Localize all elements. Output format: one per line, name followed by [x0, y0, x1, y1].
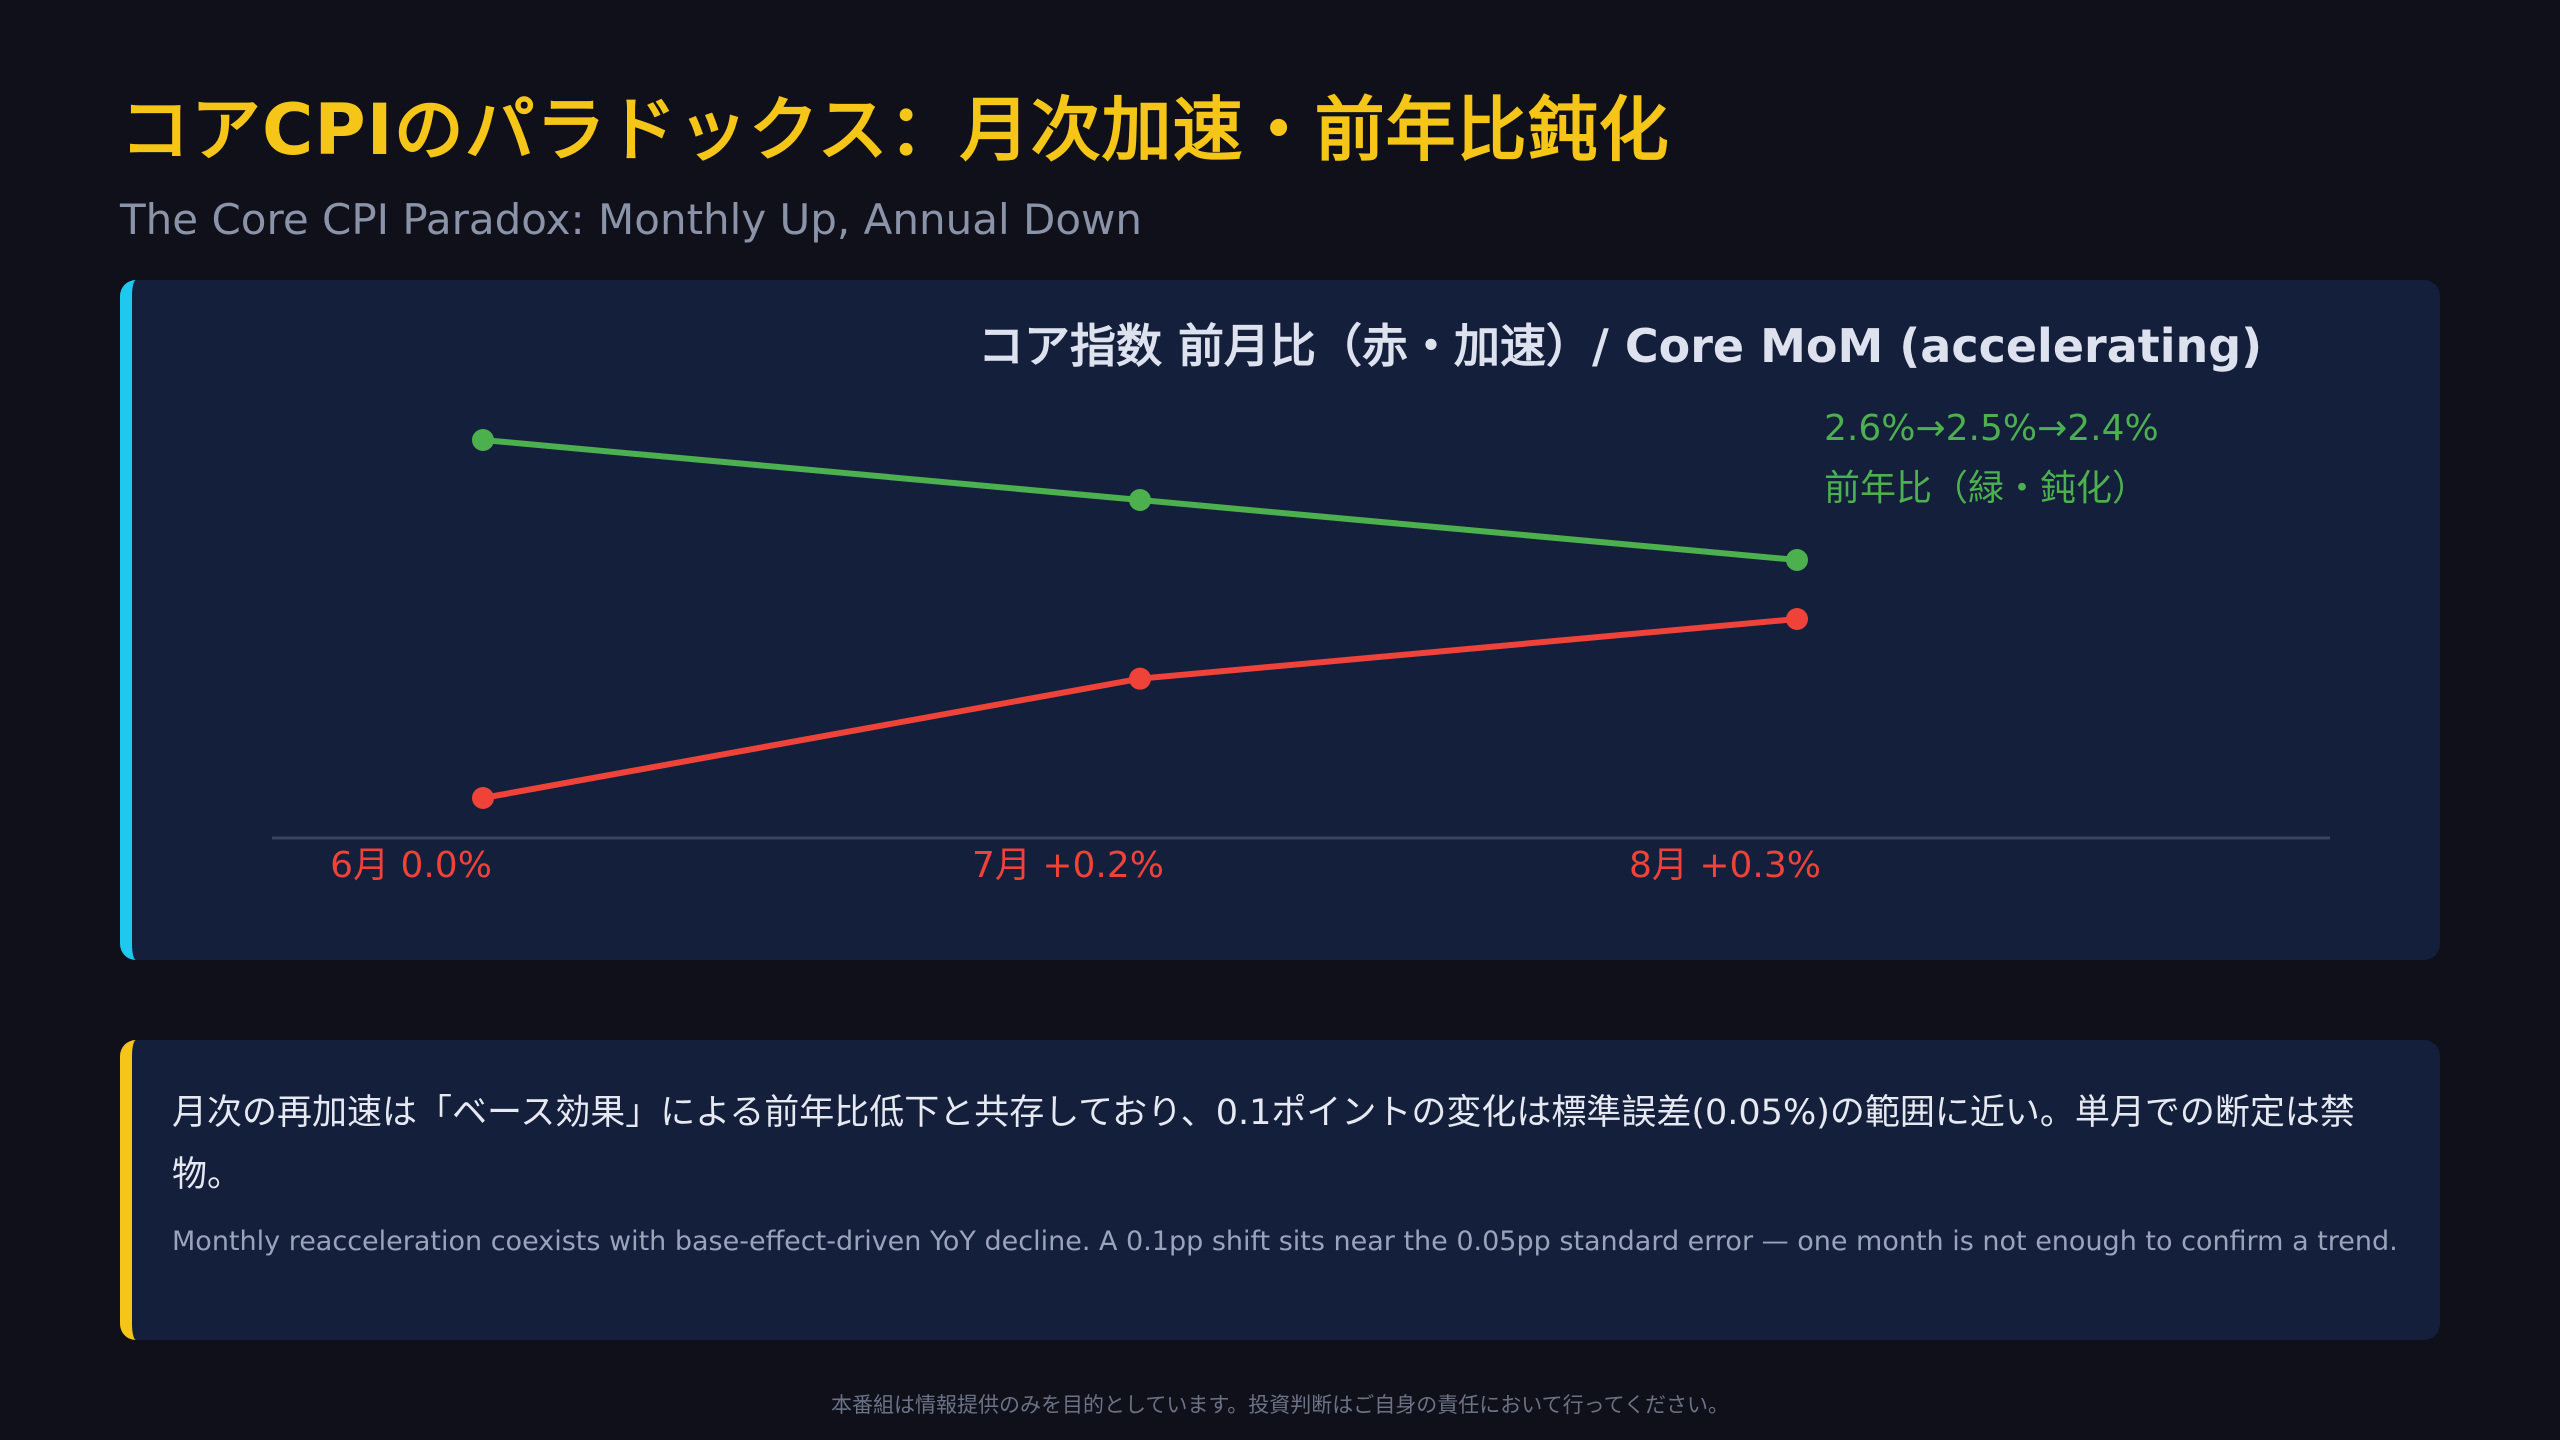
chart-card: コア指数 前月比（赤・加速）/ Core MoM (accelerating) … [120, 280, 2440, 960]
mom-point-jul [1129, 667, 1151, 690]
yoy-point-jul [1129, 489, 1151, 511]
mom-series-line [480, 616, 1800, 801]
tick-label-jul: 7月 +0.2% [972, 845, 1164, 886]
yoy-series-label: 前年比（緑・鈍化） [1824, 468, 2148, 509]
points-layer [472, 429, 1808, 809]
footer-disclaimer: 本番組は情報提供のみを目的としています。投資判断はご自身の責任において行ってくだ… [831, 1393, 1729, 1417]
cpi-line-chart: コア指数 前月比（赤・加速）/ Core MoM (accelerating) … [272, 319, 2330, 886]
mom-point-jun [472, 787, 494, 809]
note-text-japanese: 月次の再加速は「ベース効果」による前年比低下と共存しており、0.1ポイントの変化… [172, 1093, 2355, 1195]
yoy-values-label: 2.6%→2.5%→2.4% [1824, 408, 2159, 449]
yoy-point-jun [472, 429, 494, 451]
note-text-english: Monthly reacceleration coexists with bas… [172, 1226, 2398, 1257]
page-subtitle: The Core CPI Paradox: Monthly Up, Annual… [120, 195, 1142, 244]
mom-point-aug [1786, 608, 1808, 630]
tick-label-jun: 6月 0.0% [330, 845, 492, 886]
chart-title: コア指数 前月比（赤・加速）/ Core MoM (accelerating) [978, 319, 2262, 373]
page-title: コアCPIのパラドックス：月次加速・前年比鈍化 [120, 89, 1670, 171]
insight-note-card: 月次の再加速は「ベース効果」による前年比低下と共存しており、0.1ポイントの変化… [120, 1040, 2440, 1340]
tick-label-aug: 8月 +0.3% [1629, 845, 1821, 886]
yoy-point-aug [1786, 549, 1808, 571]
